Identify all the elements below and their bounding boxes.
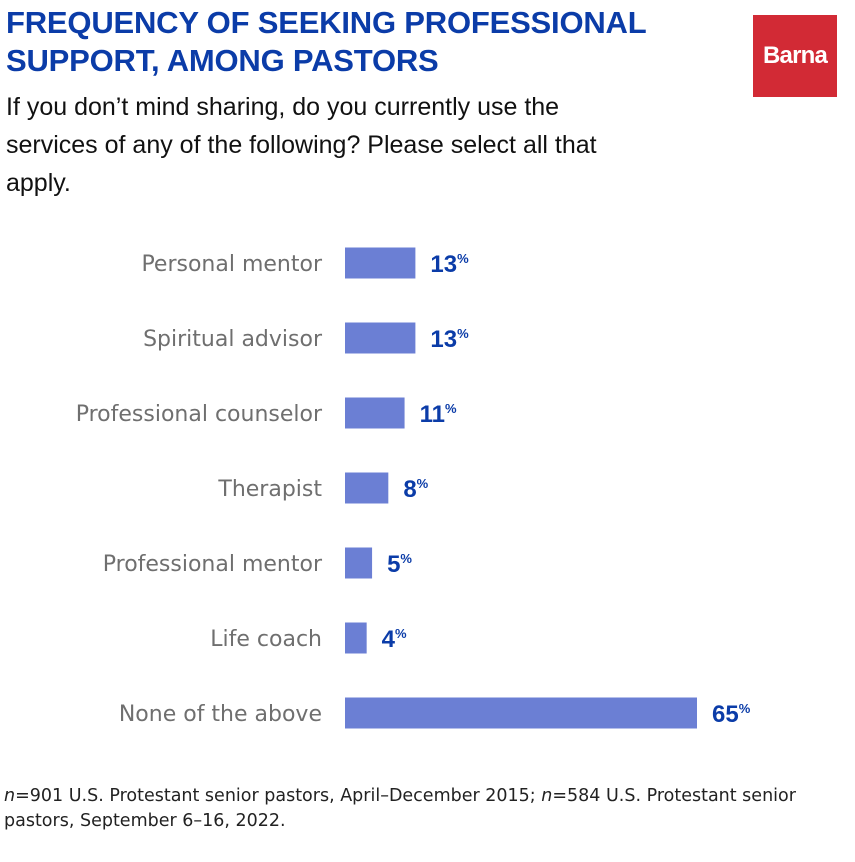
footnote-part-2: =584 U.S. Protestant senior pastors, Sep… bbox=[4, 786, 796, 831]
footnote: n=901 U.S. Protestant senior pastors, Ap… bbox=[4, 784, 844, 834]
data-label: 65% bbox=[712, 701, 751, 728]
data-label: 8% bbox=[403, 476, 428, 503]
bar bbox=[345, 397, 405, 429]
barna-logo: Barna bbox=[753, 15, 837, 97]
category-label: Professional counselor bbox=[76, 402, 323, 427]
chart-subtitle: If you don’t mind sharing, do you curren… bbox=[6, 93, 597, 197]
bar-chart: Personal mentor 13% Spiritual advisor 13% Pr… bbox=[76, 247, 751, 729]
category-label: Life coach bbox=[210, 627, 322, 652]
data-label: 4% bbox=[382, 626, 407, 653]
category-label: Therapist bbox=[217, 477, 322, 502]
bar bbox=[345, 247, 416, 279]
data-label: 13% bbox=[430, 251, 469, 278]
footnote-n-symbol-2: n bbox=[541, 786, 553, 806]
footnote-n-symbol-1: n bbox=[4, 786, 16, 806]
category-label: None of the above bbox=[119, 702, 322, 727]
footnote-part-1: =901 U.S. Protestant senior pastors, Apr… bbox=[15, 786, 542, 806]
data-label: 11% bbox=[420, 401, 457, 428]
category-label: Spiritual advisor bbox=[143, 327, 323, 352]
bar bbox=[345, 322, 416, 354]
bar bbox=[345, 622, 367, 654]
bar bbox=[345, 697, 697, 729]
data-label: 5% bbox=[387, 551, 412, 578]
category-label: Professional mentor bbox=[103, 552, 323, 577]
data-label: 13% bbox=[430, 326, 469, 353]
bar bbox=[345, 547, 373, 579]
bar bbox=[345, 472, 389, 504]
category-label: Personal mentor bbox=[141, 252, 323, 277]
chart-title: FREQUENCY OF SEEKING PROFESSIONAL SUPPOR… bbox=[6, 5, 646, 78]
